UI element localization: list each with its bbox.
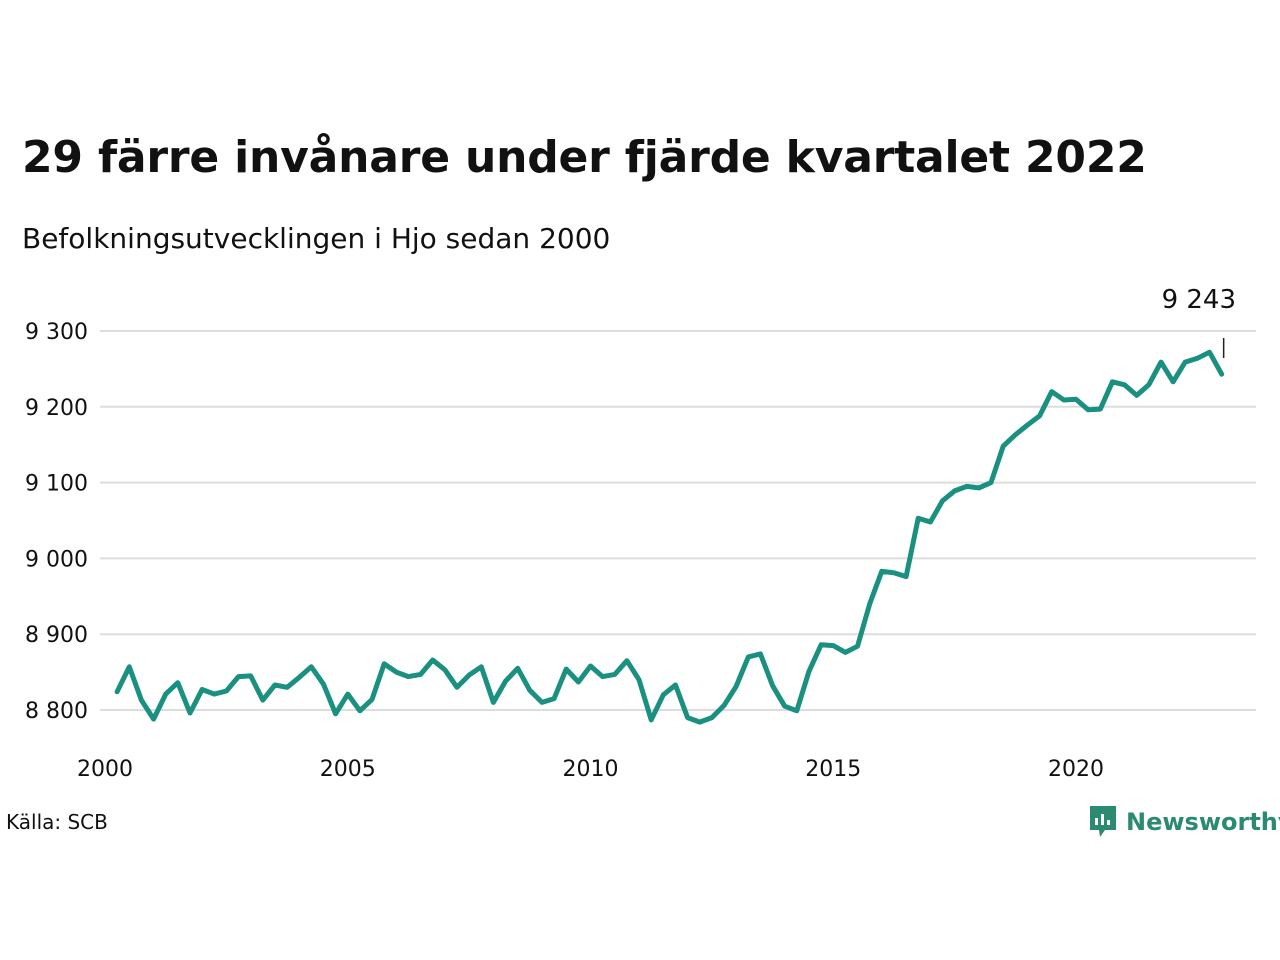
newsworthy-logo-icon xyxy=(1090,806,1116,837)
x-tick-label: 2015 xyxy=(805,757,861,782)
x-tick-label: 2010 xyxy=(563,757,619,782)
chart-subtitle: Befolkningsutvecklingen i Hjo sedan 2000 xyxy=(22,222,611,255)
y-tick-label: 9 300 xyxy=(25,320,88,345)
brand-logo: Newsworthy xyxy=(1088,804,1280,840)
y-axis-labels: 8 800 8 900 9 000 9 100 9 200 9 300 xyxy=(25,320,88,724)
y-tick-label: 9 200 xyxy=(25,396,88,421)
annotation-label: 9 243 xyxy=(1162,285,1236,315)
brand-name: Newsworthy xyxy=(1126,808,1280,836)
series-lines xyxy=(114,349,1225,725)
x-tick-label: 2000 xyxy=(77,757,133,782)
y-tick-label: 9 100 xyxy=(25,472,88,497)
y-tick-label: 8 800 xyxy=(25,699,88,724)
x-axis-labels: 2000 2005 2010 2015 2020 xyxy=(77,757,1104,782)
annotations: 9 243 xyxy=(1162,285,1236,358)
y-tick-label: 8 900 xyxy=(25,623,88,648)
source-label: Källa: SCB xyxy=(6,810,108,834)
series-line xyxy=(114,349,1225,725)
x-tick-label: 2005 xyxy=(320,757,376,782)
y-tick-label: 9 000 xyxy=(25,547,88,572)
chart-title: 29 färre invånare under fjärde kvartalet… xyxy=(22,132,1147,183)
grid-lines xyxy=(100,330,1256,711)
x-tick-label: 2020 xyxy=(1048,757,1104,782)
